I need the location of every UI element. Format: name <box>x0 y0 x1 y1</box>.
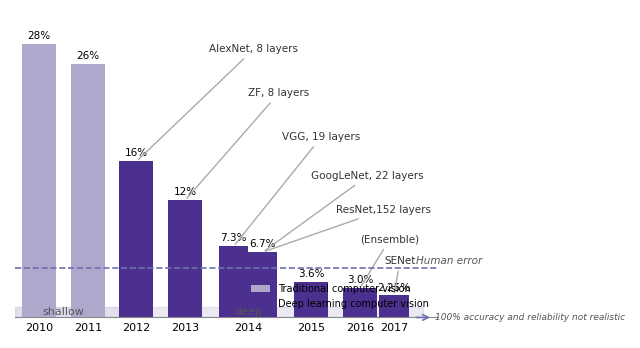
Text: Human error: Human error <box>416 256 482 266</box>
Text: 100% accuracy and reliability not realistic: 100% accuracy and reliability not realis… <box>435 313 625 322</box>
Text: 2.25%: 2.25% <box>378 283 410 293</box>
Text: 16%: 16% <box>125 148 148 158</box>
Bar <box>118 307 423 317</box>
Bar <box>15 307 118 317</box>
Text: 7.3%: 7.3% <box>220 233 247 243</box>
Text: 26%: 26% <box>76 51 99 61</box>
Text: shallow: shallow <box>43 307 84 317</box>
Text: deep: deep <box>234 307 262 317</box>
Text: 3.6%: 3.6% <box>298 269 324 279</box>
Bar <box>168 200 202 317</box>
Bar <box>22 44 56 317</box>
Bar <box>71 64 105 317</box>
Text: ZF, 8 layers: ZF, 8 layers <box>187 88 310 198</box>
Bar <box>248 252 277 317</box>
Bar <box>120 161 154 317</box>
Text: 12%: 12% <box>173 188 196 197</box>
Text: 3.0%: 3.0% <box>347 275 373 285</box>
Text: (Ensemble): (Ensemble) <box>360 235 419 286</box>
Legend: Traditional computer vision, Deep learning computer vision: Traditional computer vision, Deep learni… <box>247 280 433 313</box>
Text: GoogLeNet, 22 layers: GoogLeNet, 22 layers <box>265 171 424 251</box>
Text: 6.7%: 6.7% <box>250 239 276 249</box>
Text: VGG, 19 layers: VGG, 19 layers <box>236 132 360 244</box>
Text: 28%: 28% <box>28 31 51 41</box>
Text: SENet: SENet <box>384 256 415 293</box>
Bar <box>380 295 408 317</box>
Text: ResNet,152 layers: ResNet,152 layers <box>266 205 431 251</box>
Bar <box>294 282 328 317</box>
Text: AlexNet, 8 layers: AlexNet, 8 layers <box>138 44 298 159</box>
Bar <box>219 246 248 317</box>
Bar <box>343 288 377 317</box>
